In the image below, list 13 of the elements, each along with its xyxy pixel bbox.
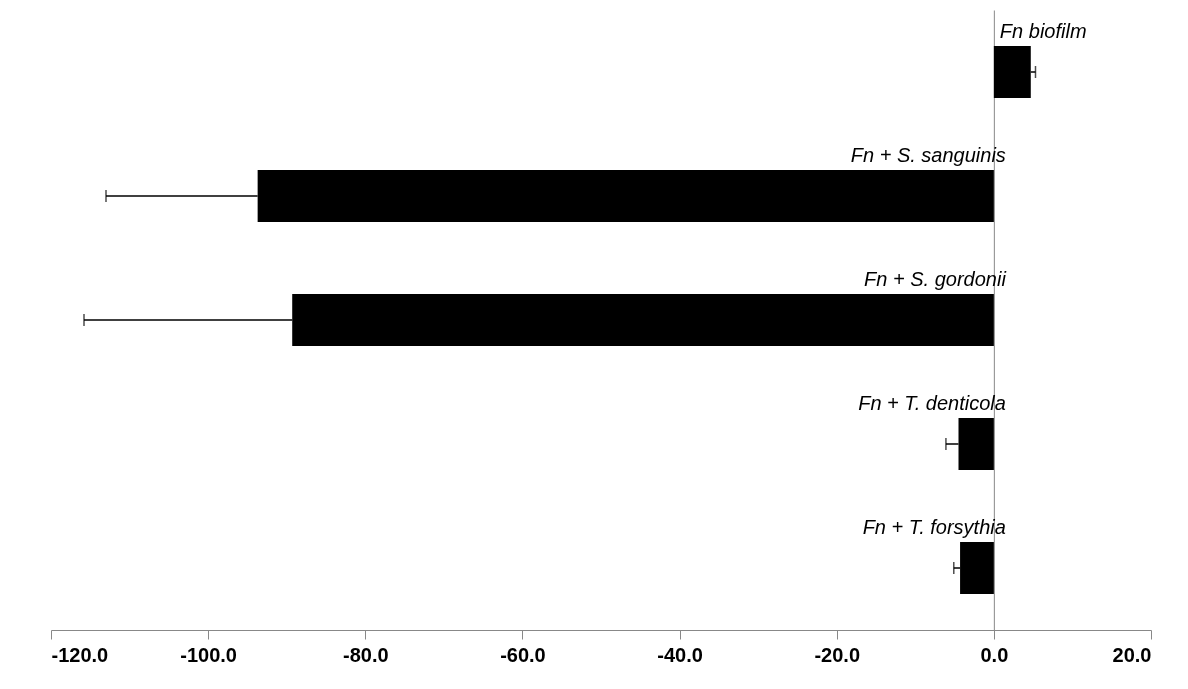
x-tick-label: -80.0: [342, 643, 389, 666]
x-tick-label: -120.0: [51, 643, 109, 666]
y-tick-label: Fn biofilm: [999, 20, 1087, 42]
x-tick-label: -40.0: [657, 643, 703, 666]
x-tick-label: -20.0: [814, 643, 861, 666]
x-tick-label: 20.0: [1112, 643, 1152, 666]
y-tick-label: Fn + S. gordonii: [864, 268, 1007, 290]
y-tick-label: Fn + T. forsythia: [862, 516, 1006, 538]
x-tick-label: -60.0: [500, 643, 546, 666]
x-tick-label: 0.0: [980, 643, 1009, 666]
y-tick-label: Fn + S. sanguinis: [850, 144, 1006, 166]
y-tick-label: Fn + T. denticola: [858, 392, 1006, 414]
x-tick-label: -100.0: [180, 643, 237, 666]
